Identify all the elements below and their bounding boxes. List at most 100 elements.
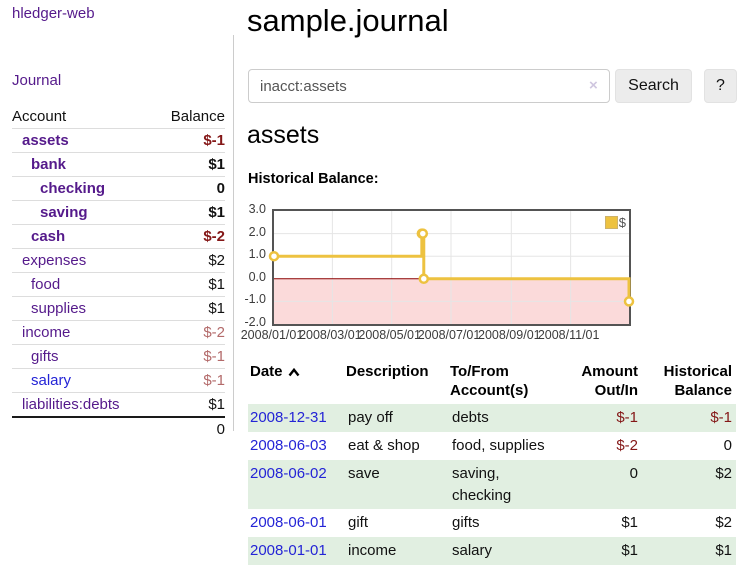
amount-cell: $1 — [621, 542, 638, 560]
transaction-date-link[interactable]: 2008-06-01 — [250, 514, 327, 532]
transaction-date-link[interactable]: 2008-06-03 — [250, 437, 327, 455]
accounts-cell: debts — [452, 409, 489, 427]
balance-cell: 0 — [723, 437, 732, 455]
account-page-title: assets — [247, 121, 320, 149]
date-cell: 2008-06-01 — [248, 509, 344, 537]
account-balance: $-1 — [203, 132, 225, 149]
y-tick-label: 3.0 — [248, 202, 266, 216]
balance-cell: $2 — [715, 464, 732, 482]
y-tick-label: -2.0 — [244, 315, 266, 329]
accounts-total-value: 0 — [216, 421, 225, 438]
search-button[interactable]: Search — [615, 69, 692, 103]
account-balance: $1 — [208, 156, 225, 173]
register-row: 2008-12-31 pay off debts $-1 $-1 — [248, 404, 736, 433]
column-header-date[interactable]: Date — [248, 360, 344, 404]
sidebar-account-link-assets[interactable]: assets — [22, 132, 69, 149]
search-input[interactable] — [248, 69, 610, 103]
sidebar-account-link-salary[interactable]: salary — [31, 372, 72, 389]
account-row: assets $-1 — [12, 128, 225, 152]
accounts-table-header: Account Balance — [12, 104, 225, 128]
accounts-cell: saving, checking — [452, 464, 512, 504]
account-row: expenses $2 — [12, 248, 225, 272]
help-button[interactable]: ? — [704, 69, 737, 103]
account-balance: $-1 — [203, 372, 225, 389]
register-header-row: Date Description To/From Account(s) Amou… — [248, 360, 736, 404]
sidebar-account-link-checking[interactable]: checking — [40, 180, 106, 197]
x-tick-label: 2008/09/01 — [478, 328, 541, 342]
account-row: supplies $1 — [12, 296, 225, 320]
description-cell: pay off — [348, 409, 393, 427]
plot-area: $ — [268, 209, 635, 326]
column-header-amount: Amount Out/In — [581, 363, 638, 400]
date-cell: 2008-12-31 — [248, 404, 344, 432]
accounts-cell: salary — [452, 542, 493, 560]
x-tick-label: 2008/03/01 — [299, 328, 362, 342]
account-balance: $1 — [208, 276, 225, 293]
register-row: 2008-06-01 gift gifts $1 $2 — [248, 509, 736, 537]
brand-link[interactable]: hledger-web — [12, 5, 95, 22]
accounts-cell: food, supplies — [452, 437, 545, 455]
y-tick-label: 1.0 — [248, 247, 266, 262]
accounts-cell: gifts — [452, 514, 480, 532]
legend-label: $ — [618, 215, 626, 230]
balance-cell: $-1 — [710, 409, 732, 427]
x-tick-label: 2008/05/01 — [358, 328, 421, 342]
amount-cell: 0 — [629, 464, 638, 482]
amount-cell: $1 — [621, 514, 638, 532]
account-balance: 0 — [216, 180, 225, 197]
register-table: Date Description To/From Account(s) Amou… — [248, 360, 736, 565]
sidebar-account-link-income[interactable]: income — [22, 324, 71, 341]
transaction-date-link[interactable]: 2008-12-31 — [250, 409, 327, 427]
description-cell: income — [348, 542, 397, 560]
account-row: income $-2 — [12, 320, 225, 344]
chart-legend: $ — [603, 215, 627, 230]
x-tick-label: 2008/01/01 — [240, 328, 304, 342]
sidebar-item-journal[interactable]: Journal — [12, 72, 62, 89]
sidebar-account-link-liabilities-debts[interactable]: liabilities:debts — [22, 396, 120, 413]
register-row: 2008-06-02 save saving, checking 0 $2 — [248, 459, 736, 510]
clear-search-icon[interactable]: × — [589, 77, 598, 94]
column-header-description: Description — [346, 363, 429, 380]
register-body: 2008-12-31 pay off debts $-1 $-1 2008-06-03 ea… — [248, 404, 736, 565]
account-balance: $-2 — [203, 228, 225, 245]
sidebar-account-link-expenses[interactable]: expenses — [22, 252, 87, 269]
date-cell: 2008-01-01 — [248, 537, 344, 565]
sidebar-account-link-gifts[interactable]: gifts — [31, 348, 59, 365]
account-row: bank $1 — [12, 152, 225, 176]
account-column-header: Account — [12, 107, 67, 125]
account-balance: $2 — [208, 252, 225, 269]
account-row: saving $1 — [12, 200, 225, 224]
y-tick-label: 0.0 — [248, 269, 266, 284]
account-row: food $1 — [12, 272, 225, 296]
account-row: cash $-2 — [12, 224, 225, 248]
sidebar-account-link-food[interactable]: food — [31, 276, 61, 293]
account-balance: $-1 — [203, 348, 225, 365]
x-tick-label: 2008/07/01 — [417, 328, 481, 342]
sidebar-account-link-supplies[interactable]: supplies — [31, 300, 87, 317]
chart-title: Historical Balance: — [248, 171, 379, 187]
account-balance: $-2 — [203, 324, 225, 341]
description-cell: gift — [348, 514, 369, 532]
sidebar-account-link-cash[interactable]: cash — [31, 228, 66, 245]
register-row: 2008-01-01 income salary $1 $1 — [248, 537, 736, 565]
legend-swatch-icon — [604, 216, 618, 229]
date-cell: 2008-06-03 — [248, 432, 344, 460]
plot-svg — [268, 211, 635, 324]
sidebar-account-link-bank[interactable]: bank — [31, 156, 67, 173]
transaction-date-link[interactable]: 2008-06-02 — [250, 464, 327, 482]
account-row: gifts $-1 — [12, 344, 225, 368]
description-cell: eat & shop — [348, 437, 420, 455]
account-row: checking 0 — [12, 176, 225, 200]
account-row: liabilities:debts $1 — [12, 392, 225, 416]
transaction-date-link[interactable]: 2008-01-01 — [250, 542, 327, 560]
amount-cell: $-2 — [616, 437, 638, 455]
account-balance: $1 — [208, 396, 225, 413]
x-tick-label: 2008/11/01 — [537, 328, 600, 342]
y-tick-label: 2.0 — [248, 224, 266, 239]
y-axis-labels: 3.0 2.0 1.0 0.0 -1.0 -2.0 — [234, 202, 266, 329]
sidebar-account-link-saving[interactable]: saving — [40, 204, 88, 221]
accounts-total-row: 0 — [12, 416, 225, 441]
accounts-table: Account Balance assets $-1 bank $1 checking 0… — [12, 104, 225, 441]
date-cell: 2008-06-02 — [248, 460, 344, 510]
